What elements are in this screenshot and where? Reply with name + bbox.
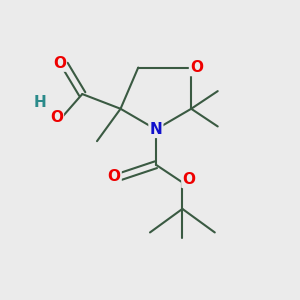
Text: O: O [53,56,66,70]
Text: O: O [108,169,121,184]
Text: O: O [182,172,195,187]
Text: O: O [50,110,63,125]
Text: N: N [149,122,162,137]
Text: O: O [190,60,203,75]
Text: H: H [34,95,47,110]
